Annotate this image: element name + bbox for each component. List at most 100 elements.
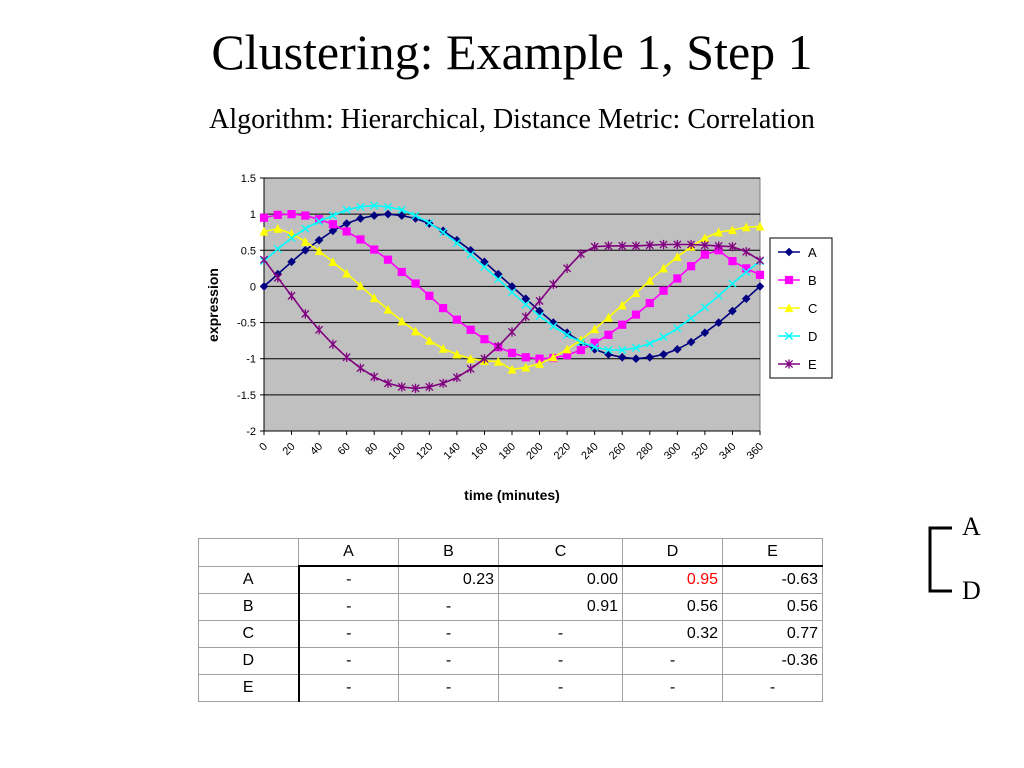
data-point	[659, 350, 668, 359]
matrix-header-row: A B C D E	[198, 538, 823, 567]
x-tick-label: 340	[717, 441, 738, 462]
y-axis-title: expression	[205, 268, 221, 342]
row-header: A	[198, 565, 300, 594]
data-point	[755, 255, 765, 266]
x-tick-label: 320	[690, 441, 711, 462]
legend-label: E	[808, 357, 817, 372]
data-point	[287, 291, 296, 301]
data-point	[659, 332, 668, 342]
y-tick-label: -1	[246, 354, 256, 366]
data-point	[714, 291, 723, 300]
data-point	[259, 213, 269, 222]
data-point	[356, 235, 365, 244]
data-point	[728, 306, 737, 316]
data-point	[259, 282, 269, 291]
x-tick-label: 40	[308, 441, 325, 458]
matrix-row: B - - 0.91 0.56 0.56	[198, 593, 823, 621]
data-point	[700, 303, 709, 312]
y-tick-label: -2	[246, 426, 256, 438]
data-point	[452, 315, 461, 324]
matrix-row: C - - - 0.32 0.77	[198, 620, 823, 648]
data-point	[273, 273, 282, 283]
x-tick-label: 280	[634, 441, 655, 462]
legend-entry: D	[778, 329, 817, 344]
data-point	[452, 349, 462, 359]
data-point	[480, 262, 489, 272]
data-point	[687, 262, 696, 271]
data-point	[645, 298, 654, 308]
data-point	[452, 238, 461, 248]
data-point	[301, 211, 310, 220]
data-point	[521, 312, 530, 322]
data-point	[728, 257, 737, 266]
data-point	[673, 324, 682, 333]
data-point	[687, 314, 696, 323]
data-point	[356, 214, 365, 223]
data-point	[659, 239, 668, 250]
data-point	[700, 328, 710, 337]
data-point	[356, 202, 365, 212]
x-tick-label: 120	[414, 441, 435, 462]
legend-label: A	[808, 245, 817, 260]
matrix-cell: -	[498, 620, 623, 648]
data-point	[383, 209, 393, 219]
data-point	[411, 211, 420, 220]
data-point	[314, 246, 324, 256]
data-point	[562, 344, 572, 354]
data-point	[439, 378, 448, 388]
data-point	[728, 279, 737, 288]
data-point	[576, 345, 585, 355]
data-point	[645, 240, 654, 250]
matrix-row: E - - - - -	[198, 674, 823, 702]
legend-marker	[784, 331, 794, 341]
column-header: E	[722, 538, 823, 567]
data-point	[672, 252, 682, 261]
data-point	[383, 255, 393, 264]
data-point	[466, 364, 475, 374]
series-B	[259, 210, 765, 363]
data-point	[383, 378, 393, 388]
legend-entry: B	[778, 273, 817, 288]
matrix-cell: -	[298, 674, 399, 702]
data-point	[645, 275, 655, 285]
legend-marker	[784, 303, 794, 313]
data-point	[287, 257, 296, 267]
data-point	[535, 306, 544, 316]
matrix-cell: 0.56	[622, 593, 723, 621]
data-point	[673, 239, 682, 250]
legend-label: B	[808, 273, 817, 288]
x-tick-label: 60	[336, 441, 353, 458]
dendrogram-leaf: A	[962, 512, 981, 541]
data-point	[494, 341, 503, 352]
matrix-cell: 0.91	[498, 593, 623, 621]
column-header: A	[298, 538, 399, 567]
data-point	[673, 274, 682, 283]
data-point	[370, 245, 379, 254]
x-tick-label: 220	[552, 441, 573, 462]
column-header: B	[398, 538, 499, 567]
legend-marker	[784, 359, 794, 369]
matrix-cell: -	[622, 674, 723, 702]
data-point	[686, 337, 696, 347]
data-point	[631, 310, 641, 319]
x-tick-label: 240	[579, 441, 600, 462]
dendrogram-bracket	[928, 526, 952, 593]
data-point	[714, 241, 723, 251]
data-point	[618, 320, 627, 329]
data-point	[480, 335, 489, 344]
data-point	[590, 324, 600, 334]
x-tick-label: 200	[524, 441, 545, 462]
data-point	[273, 210, 282, 219]
data-point	[563, 330, 572, 339]
data-point	[328, 226, 338, 236]
data-point	[315, 325, 324, 335]
matrix-cell: 0.56	[722, 593, 823, 621]
data-point	[259, 255, 269, 265]
data-point	[273, 223, 283, 233]
correlation-matrix: A B C D E A - 0.23 0.00 0.95 -0.63 B - -…	[198, 538, 823, 702]
data-point	[755, 270, 765, 279]
data-point	[411, 279, 420, 288]
matrix-corner-cell	[198, 538, 299, 567]
data-point	[301, 224, 310, 233]
